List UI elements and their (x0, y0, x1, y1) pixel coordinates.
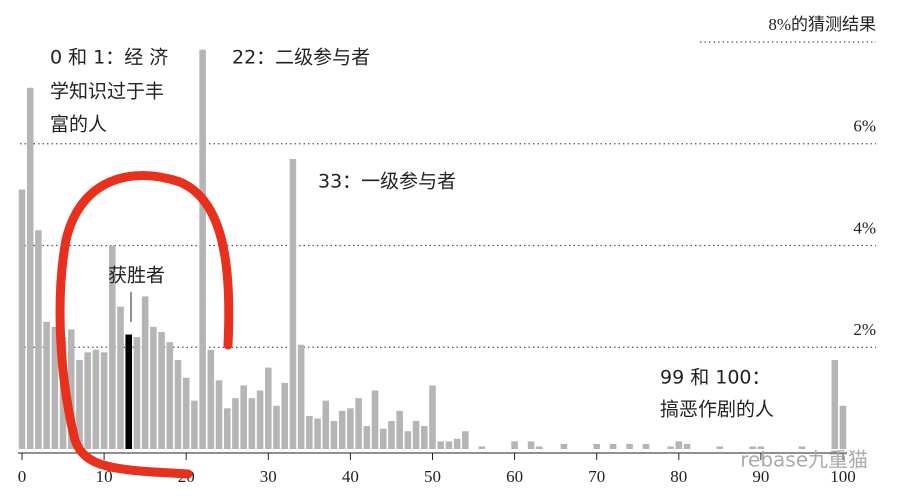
bar (306, 415, 313, 449)
x-tick-label: 0 (18, 467, 27, 486)
bar (207, 349, 215, 449)
bar (76, 359, 83, 449)
bar (109, 245, 116, 449)
bar (215, 380, 223, 449)
bar (330, 421, 338, 449)
bar (593, 443, 600, 449)
bar (117, 306, 124, 449)
bar (535, 446, 543, 449)
x-tick-label: 40 (342, 467, 359, 486)
x-tick-label: 60 (506, 467, 523, 486)
bar (363, 426, 371, 449)
y-tick-label: 6% (853, 117, 876, 136)
bar (92, 349, 100, 449)
bar (609, 443, 617, 449)
bar (527, 441, 535, 449)
bar (453, 438, 461, 449)
y-tick-label: 2% (853, 320, 876, 339)
bar (43, 321, 50, 449)
bar (511, 441, 518, 449)
bar (191, 400, 198, 449)
x-tick-label: 80 (670, 467, 687, 486)
bar (347, 408, 354, 449)
watermark: rebase九重猫 (740, 448, 868, 472)
bar (289, 159, 297, 449)
bar (757, 446, 765, 449)
x-tick-label: 90 (752, 467, 769, 486)
bar (626, 443, 633, 449)
bar (675, 441, 683, 449)
y-tick-label: 8%的猜测结果 (768, 15, 876, 34)
bar (240, 385, 247, 449)
annotation: 搞恶作剧的人 (660, 399, 774, 421)
bar (232, 398, 239, 449)
annotation: 33：一级参与者 (318, 171, 456, 193)
bar (182, 377, 190, 449)
bar (388, 421, 395, 449)
x-tick-label: 70 (588, 467, 605, 486)
bar (798, 446, 806, 449)
bar (667, 446, 674, 449)
bar (26, 87, 34, 449)
bar (749, 446, 756, 449)
bar (355, 398, 362, 449)
bar (199, 49, 206, 449)
bar (396, 410, 403, 449)
bar (831, 359, 839, 449)
bar (51, 326, 59, 449)
x-tick-label: 30 (260, 467, 277, 486)
bar (683, 443, 691, 449)
winner-bar (125, 334, 133, 449)
hand-drawn-circle (55, 171, 234, 479)
bar (437, 441, 444, 449)
y-tick-label: 4% (853, 218, 876, 237)
annotation: 22：二级参与者 (232, 47, 370, 69)
bar (141, 296, 149, 449)
bar (18, 189, 26, 449)
x-tick-label: 50 (424, 467, 441, 486)
bar (67, 329, 75, 449)
bar (273, 405, 280, 449)
bar (100, 352, 108, 449)
bar (412, 421, 420, 449)
x-tick-label: 100 (830, 467, 856, 486)
bar (166, 342, 174, 449)
bar (256, 390, 264, 449)
bar (35, 230, 42, 449)
annotation: 0 和 1：经 济 (50, 47, 168, 69)
bar (462, 431, 469, 449)
bar (371, 390, 379, 449)
bar (133, 337, 141, 449)
bar (248, 398, 256, 449)
bar (404, 431, 412, 449)
bar (158, 331, 165, 449)
bar (174, 359, 182, 449)
bar (223, 408, 231, 449)
bar (379, 428, 387, 449)
bar (281, 382, 289, 449)
bar (322, 400, 330, 449)
bar (150, 326, 157, 449)
x-tick-label: 10 (96, 467, 113, 486)
bar (478, 446, 486, 449)
bar (338, 410, 346, 449)
bar (429, 385, 436, 449)
bar (716, 446, 724, 449)
annotation: 富的人 (50, 114, 107, 136)
bar (445, 441, 453, 449)
bar (839, 405, 847, 449)
annotation: 99 和 100： (660, 367, 771, 389)
annotation: 获胜者 (108, 265, 165, 287)
annotation: 学知识过于丰 (50, 81, 164, 103)
bar (297, 344, 305, 449)
bar (314, 418, 321, 449)
bar (421, 426, 428, 449)
bar (265, 367, 272, 449)
bar (560, 443, 568, 449)
bar (84, 352, 91, 449)
bar (642, 443, 650, 449)
